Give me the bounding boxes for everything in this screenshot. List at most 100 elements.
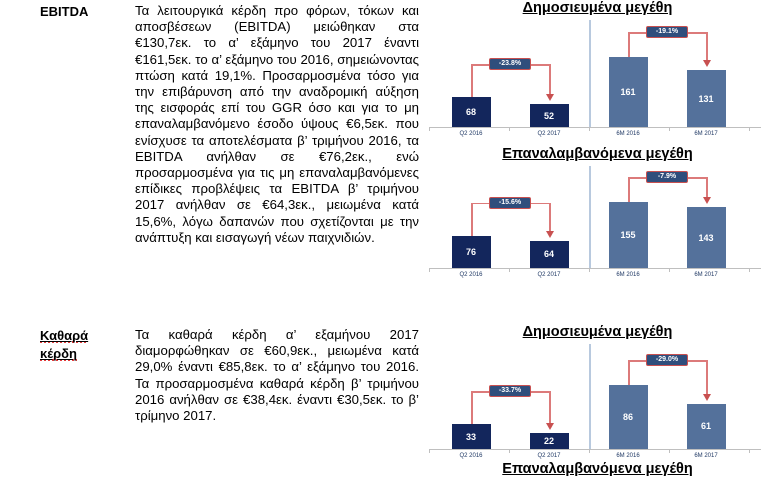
- delta-percent-badge: -29.0%: [646, 354, 688, 366]
- category-label: 6M 2016: [616, 272, 640, 278]
- connector-line-up: [628, 360, 630, 385]
- category-label: Q2 2016: [459, 131, 483, 137]
- category-label: Q2 2017: [537, 131, 561, 137]
- category-label: Q2 2016: [459, 453, 483, 459]
- chart-ebitda-recurring: Επαναλαμβανόμενα μεγέθη 76 Q2 2016 64 Q2 20…: [425, 146, 770, 280]
- x-axis-tick: [749, 449, 750, 453]
- chart-title: Δημοσιευμένα μεγέθη: [522, 0, 673, 16]
- bar: [451, 424, 491, 449]
- bar: [608, 57, 648, 127]
- connector-line-down: [549, 391, 551, 424]
- bar-value-label: 22: [543, 435, 554, 446]
- category-label: 6M 2016: [616, 453, 640, 459]
- x-axis-tick: [669, 127, 670, 131]
- category-label: Q2 2017: [537, 453, 561, 459]
- chart-title: Δημοσιευμένα μεγέθη: [522, 324, 673, 340]
- connector-line-up: [471, 64, 473, 98]
- pair-divider-line: [589, 20, 591, 127]
- delta-percent-badge: -23.8%: [489, 58, 531, 71]
- connector-line-down: [549, 202, 551, 232]
- section-heading-net-profit: Καθαρά κέρδη: [40, 328, 89, 361]
- bar-value-label: 52: [543, 110, 554, 121]
- bar: [686, 403, 726, 449]
- x-axis-line: [429, 127, 761, 128]
- bar-value-label: 131: [698, 93, 714, 104]
- pair-divider-line: [589, 166, 591, 268]
- ebitda-paragraph: Τα λειτουργικά κέρδη προ φόρων, τόκων κα…: [135, 3, 419, 245]
- connector-line-up: [471, 391, 473, 425]
- delta-percent-badge: -7.9%: [646, 171, 688, 183]
- delta-percent-badge: -15.6%: [489, 196, 531, 209]
- connector-arrow-icon: [546, 422, 554, 430]
- bar-value-label: 64: [543, 249, 554, 260]
- category-label: Q2 2016: [459, 272, 483, 278]
- chart-title: Επαναλαμβανόμενα μεγέθη: [502, 461, 693, 477]
- delta-percent-badge: -33.7%: [489, 385, 531, 398]
- bar: [451, 235, 491, 268]
- connector-line-down: [706, 360, 708, 395]
- net-profit-paragraph: Τα καθαρά κέρδη α’ εξαμήνου 2017 διαμορφ…: [135, 327, 419, 424]
- bar: [529, 432, 569, 449]
- category-label: 6M 2016: [616, 131, 640, 137]
- bar-value-label: 68: [465, 107, 476, 118]
- category-label: 6M 2017: [694, 131, 718, 137]
- x-axis-line: [429, 449, 761, 450]
- bar-value-label: 161: [620, 87, 636, 97]
- bar-value-label: 33: [465, 431, 476, 442]
- category-label: Q2 2017: [537, 272, 561, 278]
- x-axis-tick: [509, 268, 510, 272]
- bar-value-label: 155: [620, 230, 636, 240]
- bar-value-label: 143: [698, 232, 714, 243]
- x-axis-tick: [509, 127, 510, 131]
- x-axis-tick: [589, 449, 590, 453]
- bar: [451, 97, 491, 127]
- pair-divider-line: [589, 344, 591, 449]
- chart-plot: 68 Q2 2016 52 Q2 2017 161 6M 2016 131 6M 2017 -2…: [425, 20, 770, 139]
- bar-value-label: 76: [465, 246, 476, 257]
- section-heading-ebitda-wrap: EBITDA: [40, 3, 110, 21]
- chart-plot: 76 Q2 2016 64 Q2 2017 155 6M 2016 143 6M 2017 -1…: [425, 166, 770, 280]
- x-axis-tick: [509, 449, 510, 453]
- x-axis-tick: [669, 449, 670, 453]
- x-axis-tick: [429, 127, 430, 131]
- category-label: 6M 2017: [694, 272, 718, 278]
- chart-net-profit-recurring: Επαναλαμβανόμενα μεγέθη: [425, 461, 770, 478]
- connector-line-down: [549, 64, 551, 96]
- x-axis-tick: [669, 268, 670, 272]
- x-axis-tick: [429, 449, 430, 453]
- connector-arrow-icon: [546, 230, 554, 238]
- bar: [686, 207, 726, 268]
- x-axis-tick: [429, 268, 430, 272]
- chart-ebitda-published: Δημοσιευμένα μεγέθη 68 Q2 2016 52 Q2 2017 16…: [425, 0, 770, 139]
- section-heading-ebitda: EBITDA: [40, 4, 89, 19]
- x-axis-tick: [749, 268, 750, 272]
- chart-plot: 33 Q2 2016 22 Q2 2017 86 6M 2016 61 6M 2017 -33.…: [425, 344, 770, 461]
- connector-arrow-icon: [703, 393, 711, 401]
- bar: [608, 202, 648, 268]
- bar: [529, 240, 569, 268]
- chart-title: Επαναλαμβανόμενα μεγέθη: [502, 146, 693, 162]
- bar-value-label: 86: [622, 412, 633, 422]
- section-heading-net-profit-wrap: Καθαρά κέρδη: [40, 327, 102, 363]
- chart-net-profit-published: Δημοσιευμένα μεγέθη 33 Q2 2016 22 Q2 2017 86…: [425, 324, 770, 461]
- x-axis-line: [429, 268, 761, 269]
- bar: [608, 385, 648, 449]
- connector-arrow-icon: [703, 197, 711, 205]
- bar: [529, 104, 569, 127]
- connector-arrow-icon: [546, 94, 554, 102]
- bar-value-label: 61: [700, 421, 711, 432]
- delta-percent-badge: -19.1%: [646, 26, 688, 38]
- connector-arrow-icon: [703, 60, 711, 68]
- category-label: 6M 2017: [694, 453, 718, 459]
- connector-line-down: [706, 177, 708, 199]
- connector-line-up: [628, 177, 630, 202]
- connector-line-down: [706, 32, 708, 62]
- x-axis-tick: [589, 127, 590, 131]
- x-axis-tick: [589, 268, 590, 272]
- connector-line-up: [471, 202, 473, 236]
- charts-column: Δημοσιευμένα μεγέθη 68 Q2 2016 52 Q2 2017 16…: [425, 0, 770, 482]
- bar: [686, 70, 726, 127]
- x-axis-tick: [749, 127, 750, 131]
- connector-line-up: [628, 32, 630, 57]
